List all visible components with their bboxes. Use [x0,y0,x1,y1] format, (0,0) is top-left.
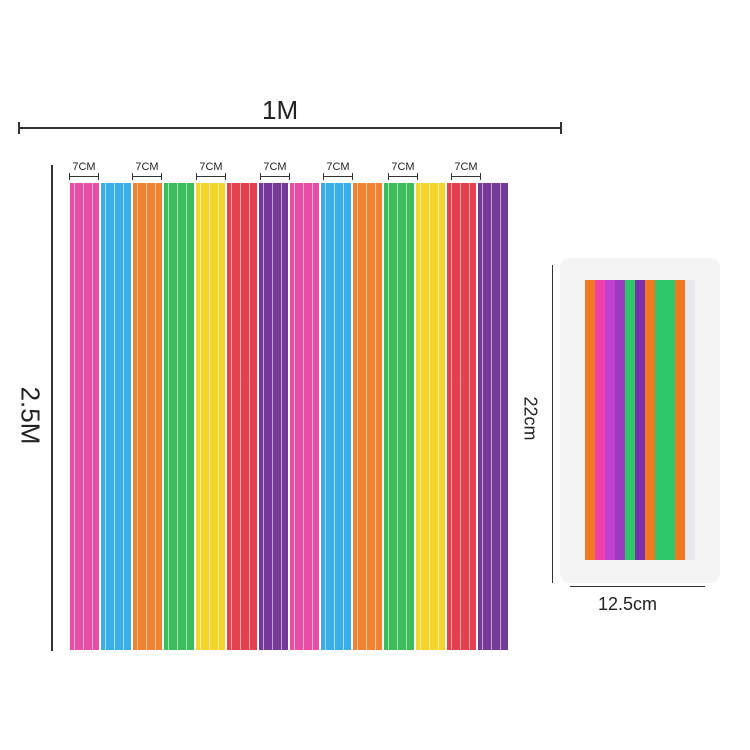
package-strip [635,280,645,560]
packaged-curtain-card [560,258,720,583]
strip-width-label: 7CM [135,161,159,173]
package-strip [595,280,605,560]
height-dimension-line [51,165,53,651]
strip-width-label: 7CM [263,161,287,173]
strip-width-bracket [260,173,290,180]
curtain-strip [321,183,351,650]
curtain-strip [70,183,100,650]
strip-width-bracket [132,173,162,180]
curtain-strip [164,183,194,650]
strip-width-bracket [323,173,353,180]
strip-width-bracket [196,173,226,180]
folded-strips [585,280,695,560]
strip-width-bracket [69,173,99,180]
strip-width-label: 7CM [72,161,96,173]
curtain-strip [478,183,508,650]
curtain-strip [384,183,414,650]
width-tick-right [560,122,562,134]
curtain-strip [289,183,320,650]
curtain-strip [132,183,163,650]
package-strip [625,280,635,560]
package-height-label: 22cm [520,396,541,441]
package-strip [655,280,665,560]
package-height-line [552,265,553,583]
curtain-strip [447,183,477,650]
width-label: 1M [262,95,299,125]
package-width-line [570,586,705,587]
strip-width-label: 7CM [391,161,415,173]
package-strip [615,280,625,560]
width-tick-left [18,122,20,134]
curtain-strip [352,183,383,650]
package-strip [665,280,675,560]
curtain-strip [415,183,446,650]
strip-width-bracket [388,173,418,180]
package-strip [685,280,695,560]
package-strip [585,280,595,560]
strip-width-bracket [451,173,481,180]
curtain-strip [195,183,226,650]
height-label: 2.5M [15,386,46,445]
package-strip [675,280,685,560]
curtain-strip [258,183,288,650]
strip-width-label: 7CM [199,161,223,173]
rainbow-curtain [70,183,510,650]
package-strip [605,280,615,560]
strip-width-label: 7CM [326,161,350,173]
package-width-label: 12.5cm [598,594,658,614]
curtain-strip [227,183,257,650]
curtain-strip [101,183,131,650]
width-dimension-line [18,127,562,129]
strip-width-label: 7CM [454,161,478,173]
package-strip [645,280,655,560]
